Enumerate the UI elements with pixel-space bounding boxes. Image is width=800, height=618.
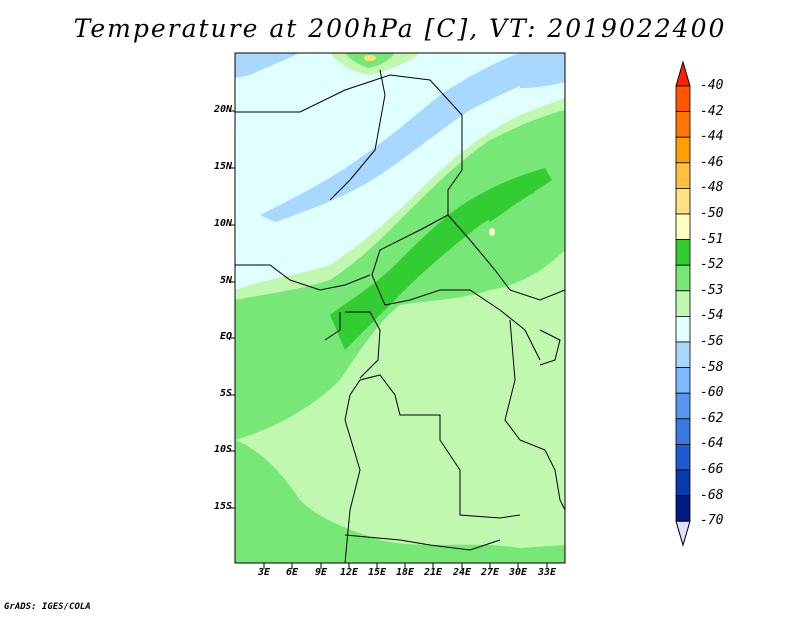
colorbar-label: -64	[700, 436, 724, 452]
colorbar-segment	[675, 136, 691, 164]
contour-band-51	[489, 228, 495, 236]
lon-label: 33E	[537, 567, 557, 578]
colorbar-segment	[675, 315, 691, 343]
colorbar-segment	[675, 443, 691, 471]
lat-label: 20N	[213, 104, 232, 115]
lon-label: 3E	[257, 567, 271, 578]
colorbar-label: -60	[700, 385, 724, 401]
lon-label: 12E	[339, 567, 359, 578]
lon-label: 27E	[480, 567, 500, 578]
colorbar-segment	[675, 392, 691, 420]
colorbar-label: -48	[700, 180, 724, 196]
credit-text: GrADS: IGES/COLA	[4, 602, 91, 612]
colorbar-segment	[675, 239, 691, 266]
lat-label: EQ	[219, 331, 232, 342]
colorbar-label: -70	[700, 513, 724, 529]
colorbar-label: -68	[700, 487, 724, 503]
colorbar-bottom-arrow	[675, 520, 691, 547]
contour-band-51	[364, 55, 376, 61]
colorbar-segment	[675, 264, 691, 292]
lon-label: 6E	[285, 567, 299, 578]
lon-label: 30E	[508, 567, 528, 578]
colorbar-label: -62	[700, 410, 724, 426]
lat-ticks	[229, 110, 235, 509]
lon-label: 24E	[452, 567, 472, 578]
lat-label: 10N	[213, 218, 232, 229]
colorbar-segment	[675, 213, 691, 241]
contour-band-56	[235, 53, 300, 78]
contour-band-56	[260, 53, 565, 222]
lat-label: 5S	[219, 388, 232, 399]
colorbar-label: -56	[700, 334, 724, 349]
colorbar	[675, 60, 691, 547]
colorbar-segment	[675, 418, 691, 445]
colorbar-segment	[675, 495, 691, 522]
page-title: Temperature at 200hPa [C], VT: 201902240…	[73, 14, 727, 43]
colorbar-label: -40	[700, 78, 724, 93]
colorbar-segment	[675, 341, 691, 369]
lon-label: 15E	[367, 567, 387, 578]
colorbar-label: -51	[700, 231, 724, 247]
colorbar-top-arrow	[675, 60, 691, 87]
colorbar-segment	[675, 111, 691, 138]
lon-label: 18E	[395, 567, 415, 578]
colorbar-segment	[675, 290, 691, 317]
colorbar-segment	[675, 162, 691, 189]
colorbar-label: -44	[700, 129, 724, 145]
lat-label: 5N	[219, 275, 232, 286]
colorbar-label: -66	[700, 462, 724, 477]
colorbar-segment	[675, 187, 691, 215]
lat-label: 15N	[213, 161, 232, 172]
contour-band-56	[520, 64, 565, 88]
lon-ticks	[263, 563, 548, 569]
contour-band-53	[235, 440, 565, 563]
map-frame	[234, 52, 566, 564]
colorbar-segment	[675, 469, 691, 497]
colorbar-label: -58	[700, 359, 724, 375]
lat-label: 15S	[213, 501, 232, 512]
contour-band-52	[480, 180, 535, 222]
colorbar-label: -52	[700, 257, 724, 273]
colorbar-label: -53	[700, 282, 724, 298]
colorbar-label: -46	[700, 154, 724, 170]
colorbar-segment	[675, 367, 691, 394]
temperature-field	[235, 53, 565, 563]
colorbar-label: -54	[700, 308, 724, 324]
lon-label: 9E	[314, 567, 328, 578]
colorbar-segment	[675, 85, 691, 113]
lon-label: 21E	[423, 567, 443, 578]
country-boundaries	[235, 69, 565, 563]
colorbar-label: -42	[700, 103, 724, 119]
colorbar-label: -50	[700, 206, 724, 221]
lat-label: 10S	[213, 444, 232, 455]
